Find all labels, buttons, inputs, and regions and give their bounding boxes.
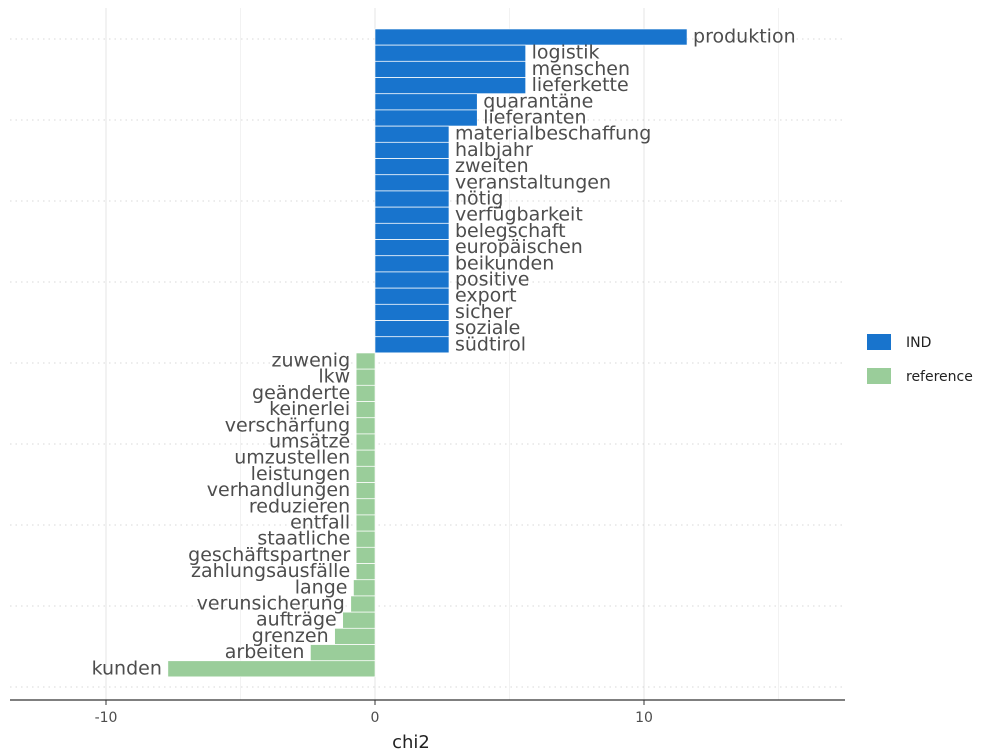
legend: IND reference [867,334,973,385]
bar-label: belegschaft [455,220,566,242]
bar-label: positive [455,269,530,291]
bar-label: keinerlei [269,398,350,420]
bar [374,61,526,78]
bar [374,44,526,62]
bar-label: europäischen [455,236,583,258]
bar-label: zweiten [455,155,529,177]
bar-label: arbeiten [225,641,305,663]
bar-label: materialbeschaffung [455,123,651,145]
bar-label: umzustellen [234,447,350,469]
bar-label: geschäftspartner [188,544,350,566]
bar [355,368,376,386]
bar-label: logistik [532,42,600,64]
bar [355,514,376,532]
bar [355,547,376,564]
bar-label: entfall [290,512,350,534]
x-tick-label: 0 [371,710,380,726]
legend-label: IND [906,335,931,351]
bar [374,223,450,240]
bar [374,320,450,337]
bar-label: umsätze [269,431,350,453]
bar-label: halbjahr [455,139,533,161]
bar-label: verfügbarkeit [455,204,583,226]
bar-label: geänderte [252,382,350,404]
legend-label: reference [906,369,973,385]
bar-label: lieferanten [483,107,586,129]
bar-label: menschen [532,58,630,80]
bar [374,255,450,273]
bar-label: lange [295,576,348,598]
bar-label: veranstaltungen [455,171,611,193]
x-tick-label: -10 [95,710,118,726]
bar [310,644,376,661]
bar [355,482,376,499]
bar-labels: produktion logistikmenschenlieferkettequa… [92,26,796,680]
bar-label: verhandlungen [207,479,350,501]
bar [374,287,450,305]
bar [374,336,450,354]
bar-label: lieferkette [532,74,629,96]
bar [374,271,450,289]
x-tick-label: 10 [635,710,653,726]
bar-label: grenzen [252,625,329,647]
bar-label: verschärfung [225,414,350,436]
bar-label: verunsicherung [197,593,345,615]
bar [355,401,376,418]
bar [374,93,478,111]
bar [355,449,376,467]
bar-label: nötig [455,188,503,210]
bar-label: kunden [92,657,162,679]
bar [374,174,450,192]
bar-label: produktion [693,26,796,48]
legend-swatch [867,368,891,384]
bars [167,28,688,678]
bar-label: quarantäne [483,90,593,112]
bar-label: zahlungsausfälle [191,560,350,582]
bar-label: aufträge [256,609,337,631]
bar-label: soziale [455,317,520,339]
bar [374,125,450,143]
bar [355,385,376,402]
bar [374,142,450,159]
x-axis: -10 0 10 [10,699,845,726]
bar-label: leistungen [251,463,350,485]
bar [374,239,450,256]
bar [374,158,450,175]
bar-label: export [455,285,517,307]
bar [355,352,376,370]
bar-label: reduzieren [249,495,350,517]
bar [350,595,376,613]
bar [355,498,376,516]
bar-label: zuwenig [272,350,351,372]
bar [353,579,376,597]
bar-label: südtirol [455,333,526,355]
bar [374,206,450,224]
bar-label: sicher [455,301,512,323]
bar [342,611,376,629]
bar [167,660,376,678]
bar [355,563,376,580]
bar [374,304,450,321]
bar [334,628,376,645]
bar [374,28,688,46]
bar-label: staatliche [257,528,350,550]
bar-label: lkw [318,366,350,388]
bar [374,190,450,208]
legend-swatch [867,334,891,350]
bar [355,530,376,548]
bar-label: beikunden [455,252,554,274]
bar [355,466,376,483]
bar [355,417,376,435]
bar [355,433,376,451]
x-axis-title: chi2 [392,732,430,753]
